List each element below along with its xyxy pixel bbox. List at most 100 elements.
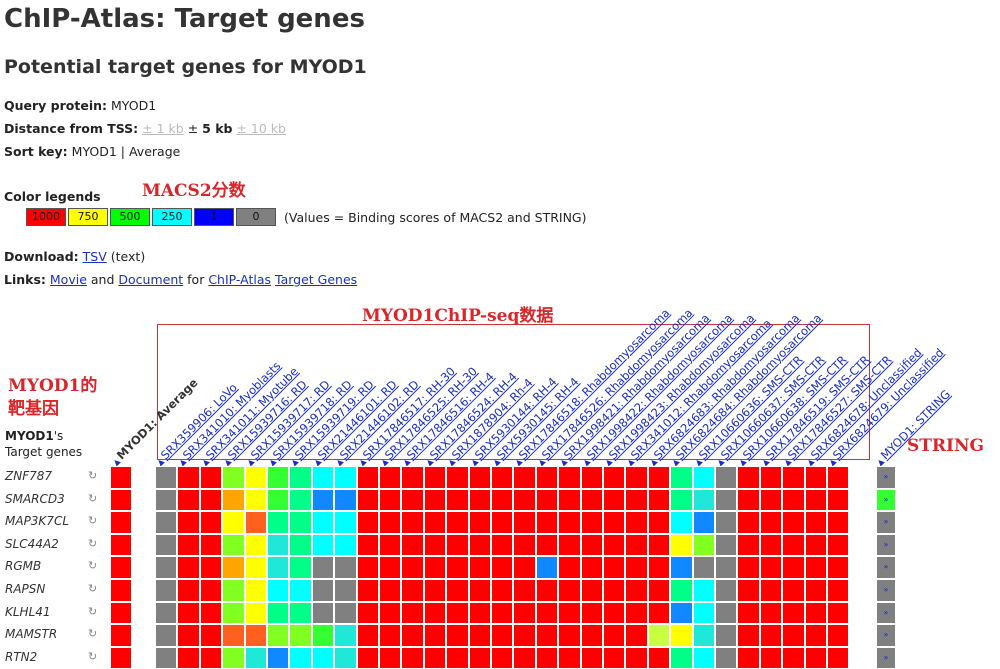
- heatmap-cell[interactable]: [513, 646, 536, 669]
- heatmap-cell[interactable]: [155, 511, 178, 534]
- heatmap-cell[interactable]: [311, 624, 335, 647]
- heatmap-cell[interactable]: [782, 556, 805, 579]
- chip-atlas-link[interactable]: ChIP-Atlas: [208, 272, 272, 287]
- heatmap-cell[interactable]: [379, 646, 402, 669]
- heatmap-cell[interactable]: [491, 624, 514, 647]
- heatmap-cell[interactable]: [177, 511, 200, 534]
- heatmap-cell[interactable]: [177, 624, 200, 647]
- heatmap-cell[interactable]: [670, 579, 693, 602]
- gene-name[interactable]: RGMB: [5, 559, 42, 574]
- heatmap-cell[interactable]: [491, 579, 514, 602]
- heatmap-cell[interactable]: [670, 646, 693, 669]
- heatmap-cell[interactable]: [759, 533, 783, 557]
- heatmap-cell[interactable]: [446, 466, 469, 489]
- heatmap-cell[interactable]: [558, 646, 581, 669]
- tsv-download-link[interactable]: TSV: [82, 249, 107, 264]
- heatmap-cell[interactable]: [804, 556, 827, 579]
- heatmap-cell[interactable]: [804, 533, 827, 557]
- heatmap-cell[interactable]: [692, 624, 715, 647]
- heatmap-cell[interactable]: [356, 488, 379, 512]
- heatmap-cell[interactable]: [334, 511, 357, 534]
- heatmap-cell[interactable]: [625, 466, 648, 489]
- heatmap-cell[interactable]: [535, 646, 559, 669]
- string-button[interactable]: »: [876, 466, 896, 489]
- heatmap-cell[interactable]: [356, 511, 379, 534]
- heatmap-cell[interactable]: [244, 579, 267, 602]
- string-button[interactable]: »: [876, 601, 896, 625]
- heatmap-cell[interactable]: [222, 533, 245, 557]
- distance-10kb-link[interactable]: ± 10 kb: [236, 121, 286, 136]
- heatmap-cell[interactable]: [177, 488, 200, 512]
- gene-name[interactable]: RAPSN: [5, 582, 46, 596]
- heatmap-cell[interactable]: [177, 556, 200, 579]
- heatmap-cell[interactable]: [625, 601, 648, 625]
- heatmap-cell[interactable]: [737, 646, 760, 669]
- heatmap-cell[interactable]: [199, 579, 223, 602]
- heatmap-cell[interactable]: [625, 556, 648, 579]
- gene-name[interactable]: MAMSTR: [5, 627, 58, 642]
- heatmap-cell[interactable]: [267, 488, 290, 512]
- heatmap-cell[interactable]: [289, 466, 312, 489]
- heatmap-cell[interactable]: [155, 579, 178, 602]
- heatmap-cell[interactable]: [379, 556, 402, 579]
- heatmap-cell[interactable]: [737, 488, 760, 512]
- heatmap-cell[interactable]: [222, 466, 245, 489]
- heatmap-cell[interactable]: [468, 556, 491, 579]
- heatmap-cell[interactable]: [379, 579, 402, 602]
- heatmap-cell[interactable]: [670, 556, 693, 579]
- heatmap-cell[interactable]: [782, 646, 805, 669]
- heatmap-cell[interactable]: [580, 579, 603, 602]
- heatmap-cell[interactable]: [311, 511, 335, 534]
- heatmap-cell[interactable]: [334, 624, 357, 647]
- heatmap-cell[interactable]: [513, 511, 536, 534]
- heatmap-cell[interactable]: [715, 533, 738, 557]
- heatmap-cell[interactable]: [827, 601, 850, 625]
- heatmap-cell[interactable]: [535, 511, 559, 534]
- heatmap-cell[interactable]: [759, 624, 783, 647]
- heatmap-cell[interactable]: [267, 601, 290, 625]
- heatmap-cell[interactable]: [603, 511, 626, 534]
- heatmap-cell[interactable]: [580, 466, 603, 489]
- heatmap-cell[interactable]: [737, 533, 760, 557]
- string-button[interactable]: »: [876, 624, 896, 647]
- heatmap-cell[interactable]: [827, 488, 850, 512]
- heatmap-cell[interactable]: [535, 488, 559, 512]
- heatmap-cell[interactable]: [289, 624, 312, 647]
- heatmap-cell[interactable]: [625, 533, 648, 557]
- heatmap-cell[interactable]: [177, 466, 200, 489]
- heatmap-cell[interactable]: [535, 466, 559, 489]
- heatmap-cell[interactable]: [222, 601, 245, 625]
- heatmap-cell[interactable]: [804, 646, 827, 669]
- refresh-icon[interactable]: ↻: [88, 604, 98, 618]
- heatmap-cell[interactable]: [468, 533, 491, 557]
- heatmap-cell[interactable]: [647, 511, 671, 534]
- heatmap-cell[interactable]: [692, 556, 715, 579]
- heatmap-cell[interactable]: [715, 488, 738, 512]
- heatmap-cell[interactable]: [423, 511, 447, 534]
- heatmap-cell[interactable]: [535, 601, 559, 625]
- heatmap-cell[interactable]: [692, 601, 715, 625]
- heatmap-cell[interactable]: [513, 556, 536, 579]
- heatmap-cell[interactable]: [177, 533, 200, 557]
- heatmap-cell[interactable]: [289, 488, 312, 512]
- heatmap-cell[interactable]: [715, 511, 738, 534]
- heatmap-cell[interactable]: [692, 511, 715, 534]
- gene-name[interactable]: KLHL41: [5, 604, 51, 619]
- heatmap-cell[interactable]: [558, 601, 581, 625]
- heatmap-cell[interactable]: [737, 466, 760, 489]
- heatmap-cell[interactable]: [580, 601, 603, 625]
- heatmap-cell[interactable]: [401, 601, 424, 625]
- refresh-icon[interactable]: ↻: [88, 491, 98, 505]
- heatmap-cell[interactable]: [827, 646, 850, 669]
- heatmap-cell[interactable]: [401, 624, 424, 647]
- heatmap-cell[interactable]: [759, 601, 783, 625]
- heatmap-cell[interactable]: [670, 601, 693, 625]
- heatmap-cell[interactable]: [423, 556, 447, 579]
- heatmap-cell[interactable]: [625, 579, 648, 602]
- heatmap-cell[interactable]: [737, 579, 760, 602]
- heatmap-cell[interactable]: [491, 533, 514, 557]
- heatmap-cell[interactable]: [401, 556, 424, 579]
- heatmap-cell[interactable]: [446, 556, 469, 579]
- heatmap-cell[interactable]: [155, 624, 178, 647]
- distance-1kb-link[interactable]: ± 1 kb: [142, 121, 184, 136]
